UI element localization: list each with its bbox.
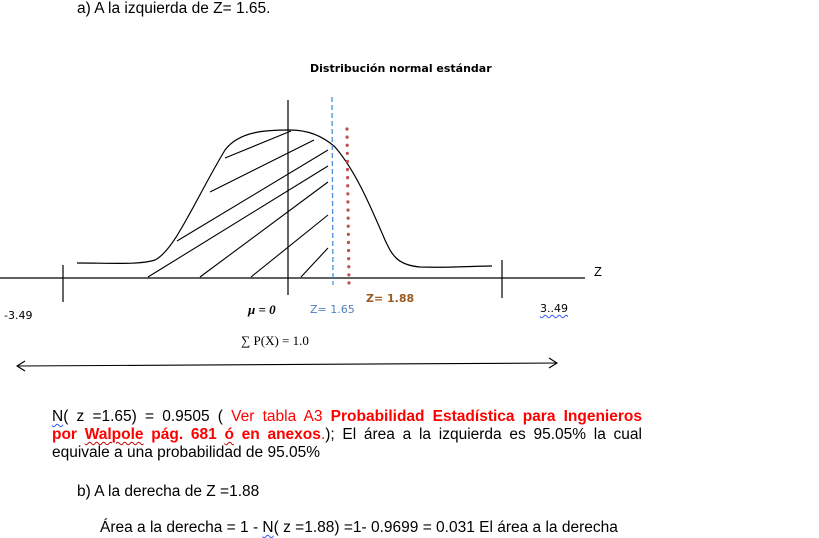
paragraph-part-a: N( z =1.65) = 0.9505 ( Ver tabla A3 Prob… [52, 408, 642, 461]
mean-label: μ = 0 [248, 302, 276, 317]
z-1.65-label: Z= 1.65 [310, 303, 355, 316]
author-name: Walpole [84, 426, 144, 443]
heading-part-b: b) A la derecha de Z =1.88 [77, 483, 260, 500]
hatch-lines [147, 130, 329, 278]
range-arrow-line [16, 362, 558, 367]
paragraph-part-b: Área a la derecha = 1 - N( z =1.88) =1- … [100, 519, 618, 536]
chart-title: Distribución normal estándar [310, 62, 492, 75]
n-function: N [52, 408, 64, 425]
book-title: Probabilidad Estadística para Ingenieros [330, 408, 642, 425]
z-1.88-line [345, 127, 351, 285]
arrow-left-head [15, 360, 26, 372]
z-axis-label: Z [594, 264, 602, 279]
z-1.88-label: Z= 1.88 [366, 292, 415, 305]
n-function: N [262, 519, 274, 536]
right-bound-label: 3..49 [540, 302, 568, 315]
left-bound-label: -3.49 [4, 309, 33, 322]
sum-probability-label: ∑ P(X) = 1.0 [241, 333, 309, 348]
arrow-right-head [548, 357, 559, 369]
bell-curve [76, 129, 493, 268]
table-reference: Ver tabla A3 [231, 408, 331, 425]
heading-part-a: a) A la izquierda de Z= 1.65. [77, 0, 271, 17]
z-1.65-line [331, 96, 334, 286]
